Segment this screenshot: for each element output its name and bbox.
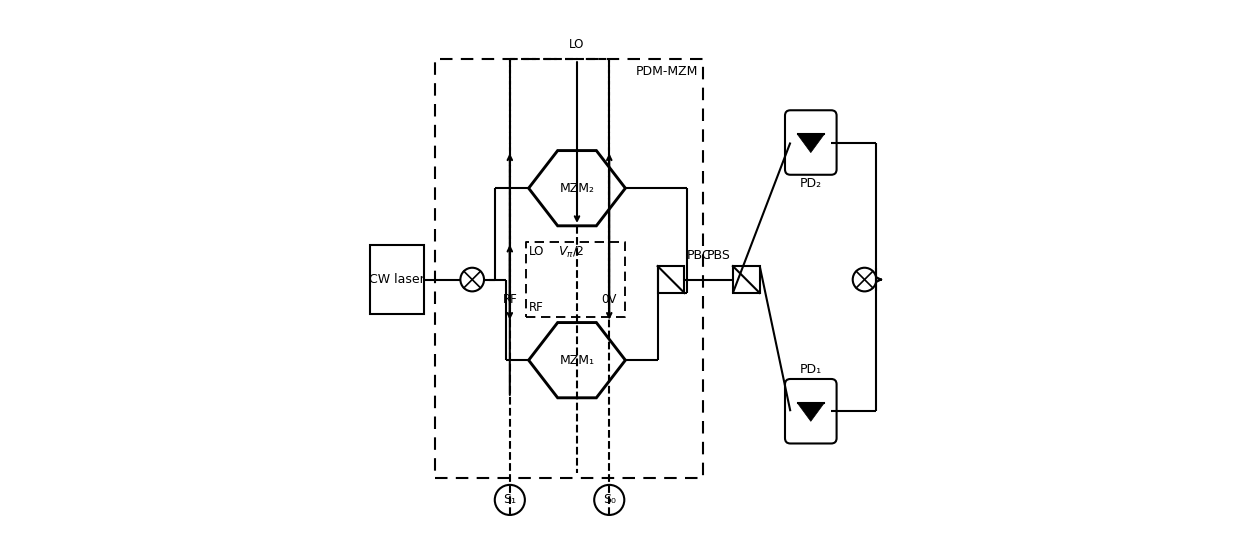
Text: CW laser: CW laser bbox=[370, 273, 425, 286]
FancyBboxPatch shape bbox=[785, 379, 837, 444]
Polygon shape bbox=[797, 135, 825, 153]
FancyBboxPatch shape bbox=[370, 245, 424, 314]
Text: MZM₂: MZM₂ bbox=[559, 182, 594, 195]
Text: PD₁: PD₁ bbox=[800, 363, 822, 376]
Text: 0V: 0V bbox=[601, 293, 618, 306]
Bar bbox=[733, 266, 760, 293]
Polygon shape bbox=[528, 323, 625, 398]
Text: S₀: S₀ bbox=[603, 494, 616, 507]
Text: RF: RF bbox=[502, 293, 517, 306]
Text: LO: LO bbox=[528, 245, 544, 257]
Text: RF: RF bbox=[528, 301, 543, 314]
Bar bbox=[657, 266, 684, 293]
Text: PDM-MZM: PDM-MZM bbox=[636, 65, 698, 78]
Polygon shape bbox=[528, 150, 625, 226]
Text: PD₂: PD₂ bbox=[800, 178, 822, 191]
Text: $V_\pi/2$: $V_\pi/2$ bbox=[558, 245, 585, 260]
FancyBboxPatch shape bbox=[785, 110, 837, 175]
Text: PBS: PBS bbox=[707, 249, 730, 262]
Polygon shape bbox=[797, 403, 825, 421]
Text: LO: LO bbox=[569, 38, 585, 51]
Text: S₁: S₁ bbox=[503, 494, 516, 507]
Text: PBC: PBC bbox=[687, 249, 712, 262]
Text: MZM₁: MZM₁ bbox=[559, 353, 594, 367]
